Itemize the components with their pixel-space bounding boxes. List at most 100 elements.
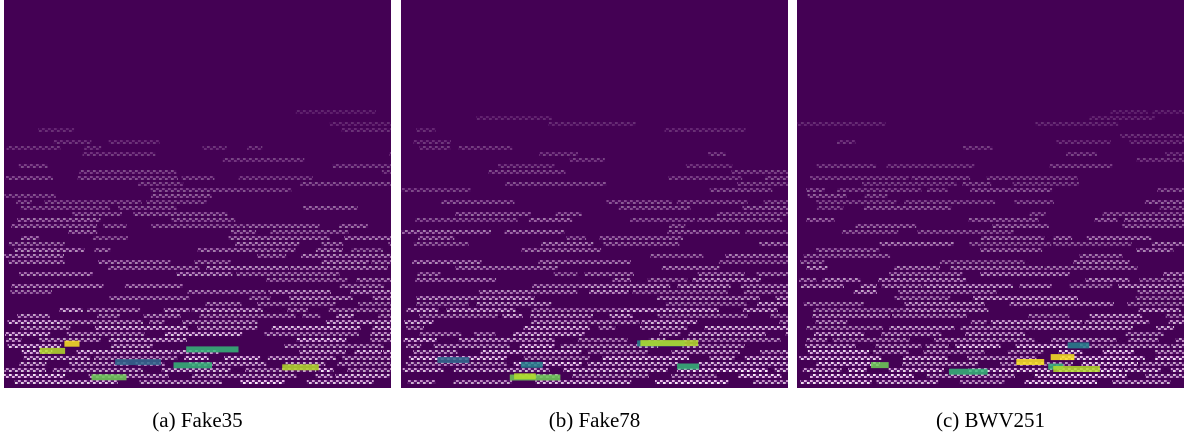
spectral-streak: [1140, 362, 1184, 366]
spectral-streak: [264, 332, 359, 336]
spectral-streak: [68, 230, 97, 234]
spectral-streak: [898, 290, 996, 294]
spectral-streak: [406, 326, 424, 330]
spectral-streak: [98, 260, 171, 264]
spectral-streak: [336, 314, 354, 318]
spectral-streak: [971, 320, 987, 324]
spectral-streak: [530, 314, 593, 318]
spectral-streak: [563, 368, 667, 372]
spectral-streak: [668, 176, 742, 180]
spectral-streak: [344, 236, 391, 240]
spectral-streak: [889, 368, 944, 372]
spectral-streak: [247, 188, 292, 192]
spectral-streak: [414, 242, 469, 246]
spectral-streak: [800, 380, 872, 384]
spectral-streak: [4, 254, 64, 258]
spectral-streak: [810, 176, 909, 180]
spectral-streak: [72, 212, 122, 216]
spectral-streak: [17, 218, 100, 222]
spectral-streak: [753, 380, 788, 384]
spectral-streak: [1152, 242, 1184, 246]
panel-caption: (b) Fake78: [549, 408, 641, 432]
spectral-streak: [882, 284, 923, 288]
spectral-streak: [940, 260, 1025, 264]
spectral-streak: [373, 326, 392, 330]
spectral-streak: [541, 242, 593, 246]
spectral-streak: [1053, 242, 1132, 246]
spectral-streak: [182, 320, 257, 324]
spectral-streak: [965, 332, 1025, 336]
spectral-streak: [666, 302, 747, 306]
spectral-streak: [1070, 284, 1113, 288]
spectral-streak: [419, 146, 450, 150]
spectral-streak: [513, 332, 585, 336]
spectral-streak: [737, 182, 788, 186]
spectral-streak: [698, 362, 788, 366]
spectral-streak: [757, 272, 788, 276]
spectral-streak: [693, 278, 761, 282]
spectral-streak: [24, 356, 90, 360]
spectral-streak: [299, 350, 346, 354]
spectral-streak: [524, 356, 590, 360]
spectral-streak: [224, 356, 260, 360]
spectral-streak: [1008, 350, 1044, 354]
energy-blob: [1053, 366, 1100, 372]
spectral-streak: [548, 122, 635, 126]
spectral-streak: [60, 308, 83, 312]
spectral-streak: [799, 356, 881, 360]
spectral-streak: [781, 350, 788, 354]
spectral-streak: [599, 326, 616, 330]
energy-blob: [1016, 359, 1044, 365]
spectral-streak: [895, 296, 951, 300]
spectral-streak: [474, 332, 495, 336]
spectral-streak: [837, 188, 921, 192]
spectral-streak: [588, 320, 639, 324]
spectral-streak: [689, 332, 766, 336]
spectral-streak: [621, 308, 719, 312]
spectral-streak: [459, 338, 555, 342]
spectral-streak: [11, 284, 103, 288]
spectral-streak: [1034, 326, 1133, 330]
spectral-streak: [1169, 320, 1184, 324]
spectral-streak: [192, 308, 263, 312]
spectral-streak: [5, 332, 50, 336]
spectral-streak: [17, 314, 50, 318]
spectral-streak: [856, 224, 917, 228]
spectral-streak: [373, 296, 391, 300]
spectral-streak: [1171, 344, 1184, 348]
spectral-streak: [1127, 302, 1184, 306]
spectral-streak: [1157, 188, 1184, 192]
spectral-streak: [804, 302, 864, 306]
spectral-streak: [1163, 272, 1184, 276]
spectral-streak: [1166, 314, 1184, 318]
spectral-streak: [807, 266, 828, 270]
spectral-streak: [296, 110, 376, 114]
spectral-streak: [1129, 140, 1184, 144]
panel-caption: (c) BWV251: [936, 408, 1045, 432]
spectral-streak: [1080, 254, 1123, 258]
spectral-streak: [776, 296, 789, 300]
spectral-streak: [717, 212, 788, 216]
spectral-streak: [1085, 278, 1129, 282]
spectral-streak: [521, 248, 601, 252]
spectral-streak: [719, 260, 788, 264]
spectral-streak: [556, 212, 582, 216]
spectral-streak: [1056, 140, 1110, 144]
spectral-streak: [873, 350, 909, 354]
spectral-streak: [1112, 380, 1170, 384]
spectral-streak: [816, 200, 896, 204]
spectral-streak: [408, 380, 435, 384]
spectral-streak: [146, 200, 207, 204]
spectral-streak: [759, 242, 788, 246]
spectral-streak: [865, 194, 888, 198]
spectral-streak: [962, 182, 991, 186]
energy-blob: [677, 364, 699, 370]
spectral-streak: [21, 206, 110, 210]
spectral-streak: [991, 320, 1082, 324]
spectral-streak: [133, 212, 227, 216]
spectral-streak: [655, 380, 728, 384]
spectral-streak: [587, 362, 678, 366]
spectral-streak: [416, 128, 436, 132]
spectral-streak: [481, 350, 582, 354]
spectral-streak: [20, 326, 70, 330]
